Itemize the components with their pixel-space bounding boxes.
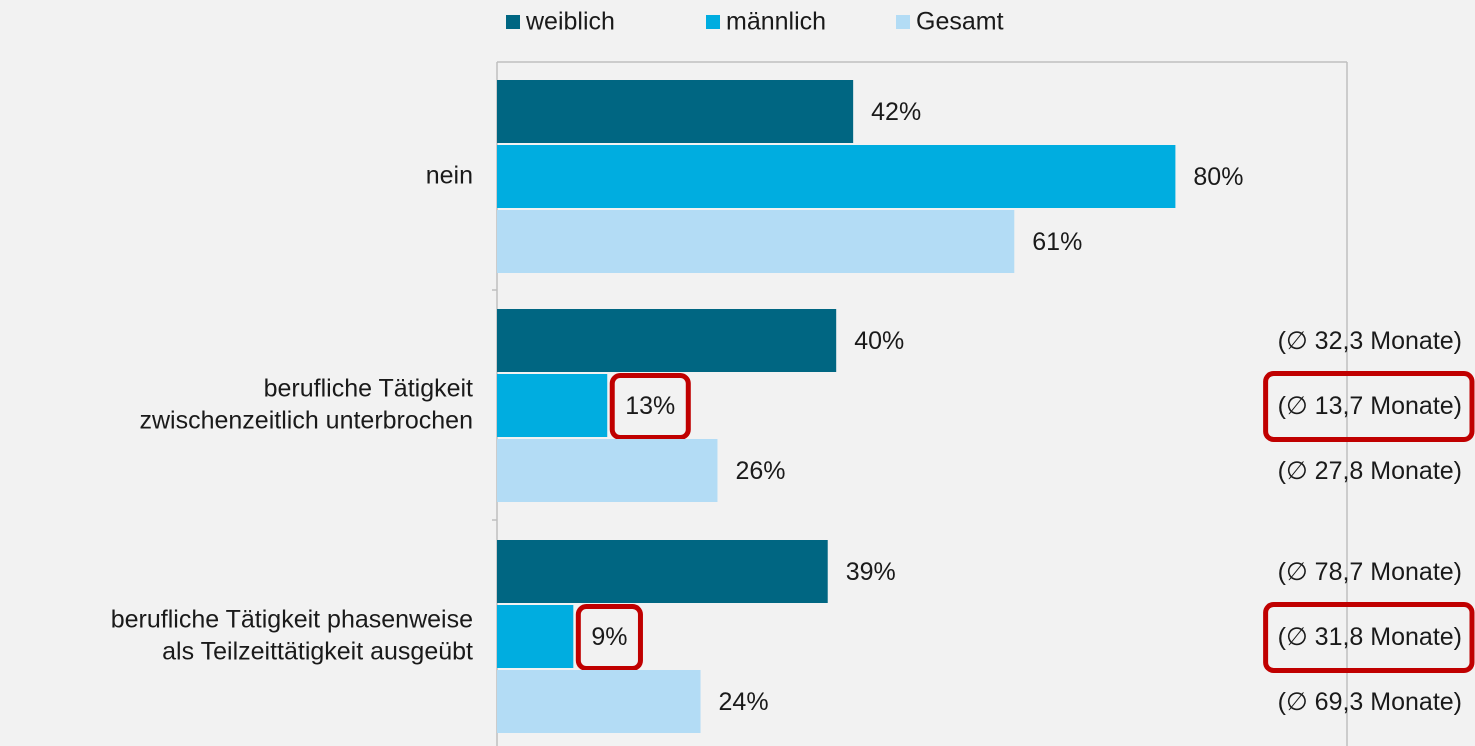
bar (497, 605, 574, 668)
value-label: 80% (1193, 163, 1243, 191)
annotation: (∅ 27,8 Monate) (1278, 457, 1462, 485)
annotation: (∅ 13,7 Monate) (1278, 392, 1462, 420)
bar (497, 670, 701, 733)
annotation: (∅ 69,3 Monate) (1278, 688, 1462, 716)
bar (497, 374, 608, 437)
highlight-box (1263, 602, 1475, 673)
legend-label: Gesamt (916, 8, 1004, 36)
value-label: 26% (735, 457, 785, 485)
category-line: als Teilzeittätigkeit ausgeübt (162, 637, 473, 665)
value-label: 13% (625, 392, 675, 420)
legend-label: männlich (726, 8, 826, 36)
value-label: 40% (854, 327, 904, 355)
category-label: nein (426, 161, 473, 189)
annotation: (∅ 31,8 Monate) (1278, 623, 1462, 651)
legend-swatch (896, 15, 910, 29)
legend-swatch (506, 15, 520, 29)
category-label: berufliche Tätigkeit zwischenzeitlich unt… (139, 374, 473, 434)
category-line: berufliche Tätigkeit phasenweise (111, 605, 473, 633)
highlight-box (575, 604, 643, 671)
category-line: nein (426, 161, 473, 189)
value-label: 9% (591, 623, 627, 651)
value-label: 61% (1032, 228, 1082, 256)
bar (497, 309, 837, 372)
bar (497, 540, 828, 603)
value-label: 42% (871, 98, 921, 126)
bar (497, 210, 1015, 273)
bar (497, 145, 1176, 208)
value-label: 39% (846, 558, 896, 586)
annotation: (∅ 32,3 Monate) (1278, 327, 1462, 355)
category-line: zwischenzeitlich unterbrochen (139, 406, 473, 434)
legend-swatch (706, 15, 720, 29)
highlight-box (609, 373, 691, 440)
bar (497, 80, 854, 143)
category-label: berufliche Tätigkeit phasenweise als Teil… (111, 605, 473, 665)
bar (497, 439, 718, 502)
highlight-box (1263, 371, 1475, 442)
category-line: berufliche Tätigkeit (264, 374, 473, 402)
annotation: (∅ 78,7 Monate) (1278, 558, 1462, 586)
legend-label: weiblich (525, 8, 615, 36)
value-label: 24% (719, 688, 769, 716)
